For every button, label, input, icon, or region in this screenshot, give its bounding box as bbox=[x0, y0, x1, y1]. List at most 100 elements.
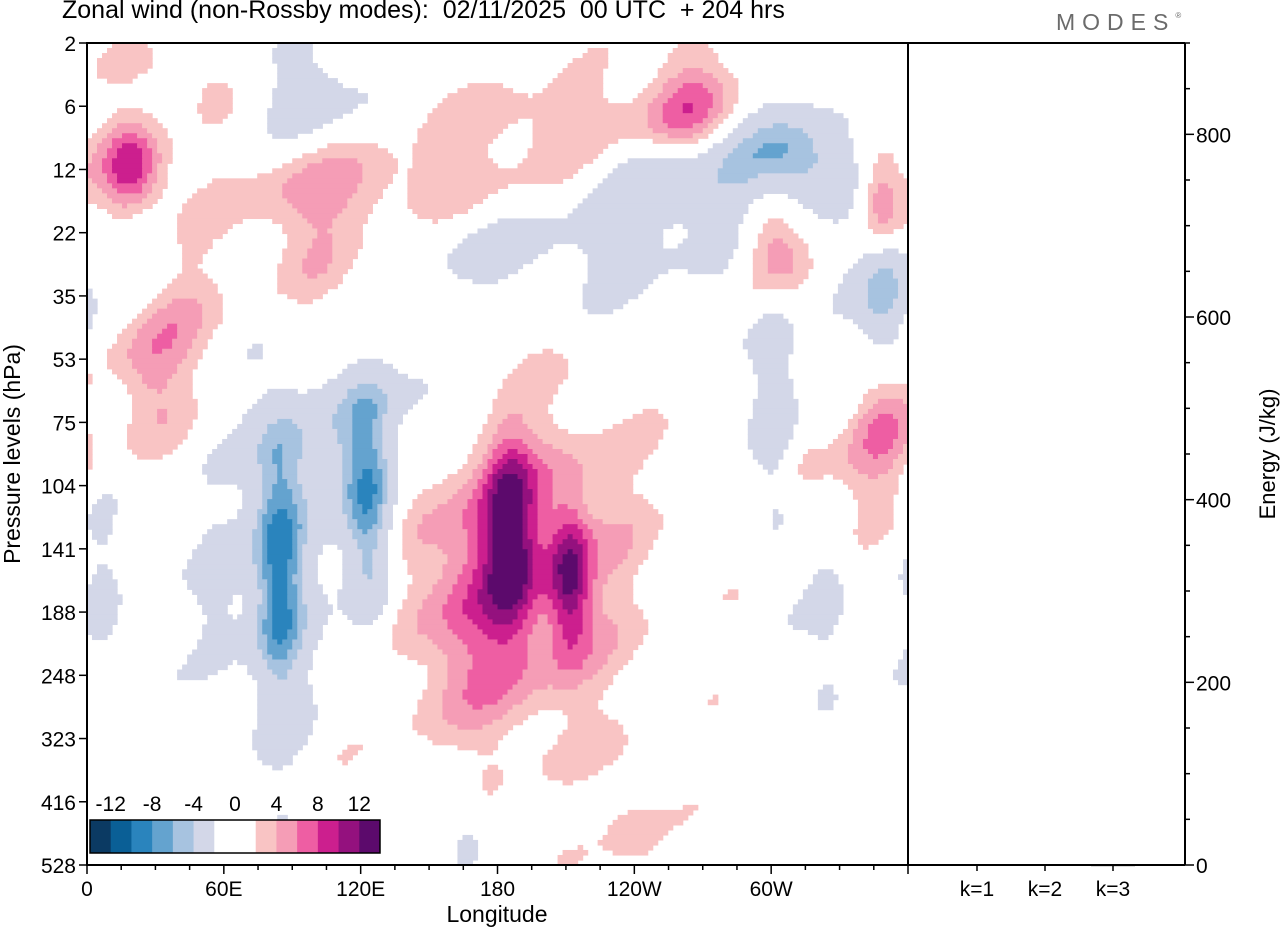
heatmap-cell bbox=[887, 308, 908, 315]
heatmap-cell bbox=[432, 484, 464, 490]
heatmap-cell bbox=[817, 694, 839, 701]
heatmap-cell bbox=[527, 649, 554, 656]
heatmap-cell bbox=[87, 378, 93, 385]
heatmap-cell bbox=[302, 263, 328, 270]
heatmap-cell bbox=[447, 654, 474, 661]
heatmap-cell bbox=[192, 343, 208, 350]
heatmap-cell bbox=[197, 188, 283, 194]
heatmap-cell bbox=[382, 428, 398, 435]
heatmap-cell bbox=[142, 378, 168, 385]
heatmap-cell bbox=[867, 193, 874, 199]
heatmap-cell bbox=[202, 634, 258, 641]
heatmap-cell bbox=[792, 268, 809, 275]
heatmap-cell bbox=[587, 549, 599, 555]
heatmap-cell bbox=[257, 173, 293, 179]
heatmap-cell bbox=[432, 589, 454, 595]
heatmap-cell bbox=[297, 649, 313, 656]
heatmap-cell bbox=[257, 614, 268, 620]
heatmap-cell bbox=[462, 524, 479, 530]
heatmap-cell bbox=[257, 579, 268, 585]
heatmap-cell bbox=[522, 484, 529, 490]
heatmap-cell bbox=[482, 428, 499, 435]
heatmap-cell bbox=[132, 398, 198, 405]
heatmap-cell bbox=[182, 268, 203, 275]
heatmap-cell bbox=[722, 158, 819, 164]
heatmap-cell bbox=[447, 594, 469, 600]
heatmap-cell bbox=[97, 183, 113, 189]
heatmap-cell bbox=[177, 238, 213, 245]
heatmap-cell bbox=[362, 549, 373, 555]
heatmap-cell bbox=[497, 639, 509, 646]
heatmap-cell bbox=[527, 153, 599, 159]
heatmap-cell bbox=[467, 499, 479, 505]
heatmap-cell bbox=[577, 569, 584, 575]
heatmap-cell bbox=[597, 569, 614, 575]
heatmap-cell bbox=[182, 243, 213, 250]
heatmap-cell bbox=[302, 448, 343, 455]
heatmap-cell bbox=[442, 569, 464, 575]
heatmap-cell bbox=[867, 303, 894, 310]
heatmap-cell bbox=[522, 669, 599, 676]
heatmap-cell bbox=[352, 443, 373, 450]
heatmap-cell bbox=[372, 469, 383, 475]
heatmap-cell bbox=[292, 574, 303, 580]
heatmap-cell bbox=[867, 448, 889, 455]
heatmap-cell bbox=[287, 629, 298, 636]
heatmap-cell bbox=[552, 499, 584, 505]
heatmap-cell bbox=[272, 574, 288, 580]
heatmap-cell bbox=[352, 413, 378, 420]
heatmap-cell bbox=[472, 569, 484, 575]
heatmap-cell bbox=[887, 183, 908, 189]
heatmap-cell bbox=[522, 413, 554, 420]
y-tick-label: 22 bbox=[53, 223, 76, 246]
heatmap-cell bbox=[832, 298, 869, 305]
colorbar: -12 -8 -4 0 4 8 12 bbox=[89, 793, 381, 854]
heatmap-cell bbox=[902, 649, 908, 656]
heatmap-cell bbox=[712, 103, 724, 109]
heatmap-cell bbox=[387, 408, 408, 415]
heatmap-cell bbox=[312, 223, 333, 230]
heatmap-cell bbox=[282, 163, 308, 169]
heatmap-cell bbox=[557, 859, 579, 865]
heatmap-cell bbox=[892, 303, 908, 310]
heatmap-cell bbox=[182, 203, 293, 209]
heatmap-cell bbox=[142, 163, 153, 169]
heatmap-cell bbox=[712, 73, 734, 79]
heatmap-cell bbox=[632, 539, 654, 545]
heatmap-cell bbox=[457, 859, 474, 865]
heatmap-cell bbox=[817, 689, 834, 696]
heatmap-cell bbox=[292, 659, 313, 666]
heatmap-cell bbox=[852, 529, 889, 535]
heatmap-cell bbox=[587, 569, 599, 575]
heatmap-cell bbox=[367, 509, 378, 515]
heatmap-cell bbox=[502, 418, 524, 425]
heatmap-cell bbox=[427, 674, 449, 681]
heatmap-cell bbox=[717, 173, 759, 179]
energy-tick-label: 0 bbox=[1196, 855, 1208, 878]
heatmap-cell bbox=[792, 604, 844, 610]
heatmap-cell bbox=[402, 519, 423, 525]
heatmap-cell bbox=[292, 524, 303, 530]
heatmap-cell bbox=[267, 108, 353, 114]
heatmap-cell bbox=[257, 719, 313, 726]
heatmap-cell bbox=[762, 223, 789, 230]
heatmap-cell bbox=[552, 574, 564, 580]
heatmap-cell bbox=[607, 579, 634, 585]
heatmap-cell bbox=[892, 273, 908, 280]
y-tick-label: 53 bbox=[53, 349, 76, 372]
heatmap-cell bbox=[477, 594, 494, 600]
heatmap-cell bbox=[492, 398, 554, 405]
heatmap-cell bbox=[112, 168, 143, 174]
heatmap-cell bbox=[222, 438, 263, 445]
heatmap-cell bbox=[587, 504, 654, 510]
heatmap-cell bbox=[117, 148, 143, 154]
heatmap-cell bbox=[402, 604, 423, 610]
heatmap-cell bbox=[472, 654, 529, 661]
heatmap-cell bbox=[577, 639, 594, 646]
heatmap-cell bbox=[337, 408, 353, 415]
heatmap-cell bbox=[342, 459, 353, 465]
heatmap-cell bbox=[752, 248, 769, 255]
heatmap-cell bbox=[97, 539, 108, 545]
heatmap-cell bbox=[192, 589, 263, 595]
heatmap-cell bbox=[752, 268, 769, 275]
